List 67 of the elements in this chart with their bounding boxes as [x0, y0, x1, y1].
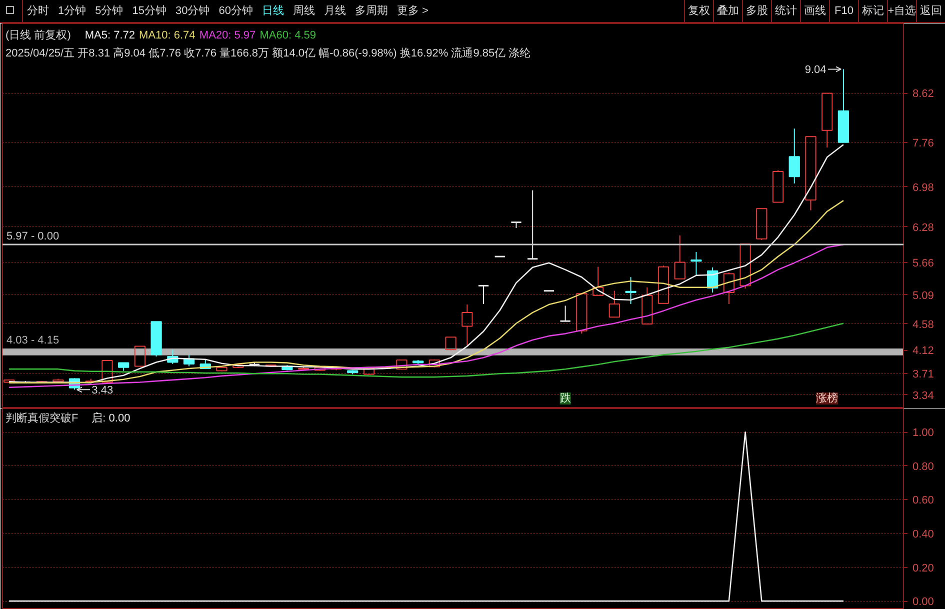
text: MA10: 6.74: [139, 30, 196, 42]
candlestick: [625, 276, 636, 304]
y-tick-label: 6.28: [912, 222, 934, 234]
text: 分时: [27, 4, 49, 16]
text: 1分钟: [58, 4, 86, 16]
y-tick-label: 6.98: [912, 182, 934, 194]
y-tick-label: 0.80: [912, 460, 934, 473]
text: MA60: 4.59: [260, 30, 316, 42]
candlestick: [559, 305, 572, 322]
band-label: 4.03 - 4.15: [6, 334, 60, 347]
annotation: 跌: [560, 392, 571, 404]
candlestick: [134, 346, 146, 367]
annotation: 涨榜: [816, 392, 838, 404]
text: +自选: [887, 0, 916, 22]
text: 5分钟: [95, 4, 124, 16]
text: 画线: [800, 0, 829, 22]
line-series: [8, 322, 844, 378]
text: MA20: 5.97: [199, 30, 256, 42]
y-tick-label: 3.71: [912, 368, 934, 381]
annotation: 9.04: [804, 64, 826, 76]
candlestick: [822, 92, 833, 148]
candlestick: [526, 190, 538, 260]
candlestick: [608, 290, 620, 318]
y-tick-label: 8.62: [912, 88, 934, 100]
text: 日线: [262, 4, 284, 16]
line-series: [8, 144, 844, 384]
y-tick-label: 7.76: [912, 137, 934, 150]
text: (日线 前复权): [6, 28, 71, 42]
candlestick: [788, 128, 800, 184]
chart-title: 判断真假突破F: [6, 412, 78, 424]
text: 2025/04/25/五 开8.31 高9.04 低7.76 收7.76 量166.8万 额14.0亿 幅-0.86(-9.98%) 换16.92% 流通9.85亿 涤纶: [6, 46, 531, 60]
text: 复权: [684, 0, 713, 22]
candlestick: [462, 304, 473, 346]
y-tick-label: 0.40: [912, 528, 934, 540]
text: 多股: [742, 0, 771, 22]
y-tick-label: 0.20: [912, 562, 934, 574]
y-tick-label: 5.66: [912, 257, 934, 270]
y-tick-label: 0.00: [912, 596, 934, 608]
candlestick: [592, 266, 604, 296]
line-series: [8, 200, 844, 384]
y-tick-label: 5.09: [912, 290, 934, 302]
text: 60分钟: [218, 4, 253, 16]
y-tick-label: 0.60: [912, 494, 934, 507]
text: 启: 0.00: [92, 412, 130, 424]
text: 月线: [324, 4, 346, 16]
y-tick-label: 4.58: [912, 318, 934, 331]
y-tick-label: 4.12: [912, 345, 934, 358]
text: 15分钟: [132, 4, 166, 16]
text: 返回: [916, 0, 945, 22]
candlestick: [690, 251, 702, 276]
candlestick: [805, 136, 816, 211]
text: 30分钟: [176, 4, 210, 16]
text: F10: [829, 0, 858, 22]
annotation: 3.43: [92, 384, 114, 397]
text: MA5: 7.72: [84, 30, 135, 42]
y-tick-label: 1.00: [912, 427, 934, 440]
text: 多周期: [355, 4, 388, 16]
ref-line-label: 5.97 - 0.00: [6, 230, 60, 243]
text: 统计: [771, 0, 800, 22]
candlestick: [674, 234, 686, 280]
y-tick-label: 3.34: [912, 390, 934, 402]
text: 周线: [293, 4, 315, 16]
text: 叠加: [713, 0, 742, 22]
candlestick: [838, 68, 850, 143]
candlestick: [478, 284, 490, 304]
text: 更多 >: [397, 4, 428, 16]
text: 标记: [858, 0, 887, 22]
